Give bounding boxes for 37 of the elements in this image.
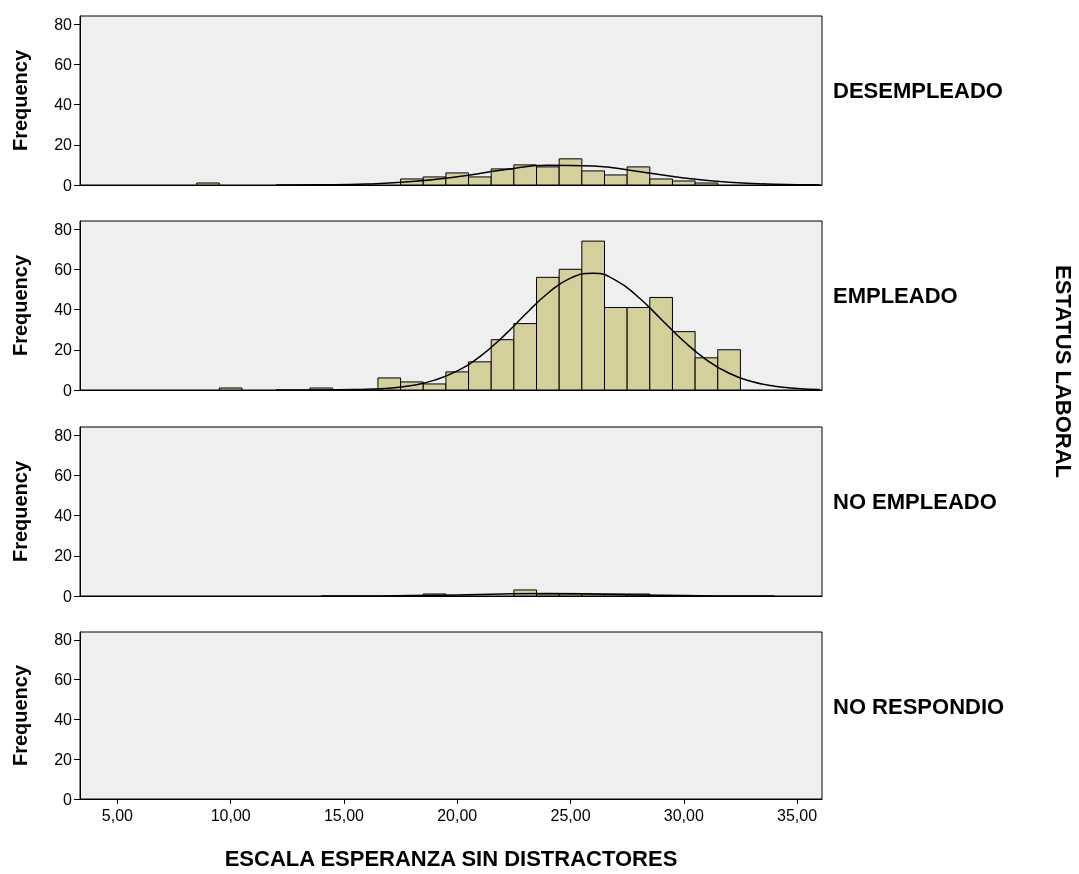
y-tick-label: 60 — [54, 466, 73, 484]
y-axis-title: Frequency — [9, 49, 31, 152]
y-tick-label: 0 — [63, 790, 73, 808]
y-tick-label: 0 — [63, 587, 73, 605]
y-tick-label: 40 — [54, 507, 73, 525]
y-axis-title: Frequency — [9, 664, 31, 767]
x-tick-label: 5,00 — [101, 806, 134, 824]
x-tick-label: 20,00 — [437, 806, 478, 824]
x-tick-label: 35,00 — [777, 806, 818, 824]
y-tick-label: 40 — [54, 301, 73, 319]
text: ESTATUS LABORAL — [1050, 265, 1076, 479]
text: NO RESPONDIO — [833, 693, 1005, 719]
y-tick-label: 20 — [54, 750, 73, 768]
x-tick-label: 15,00 — [323, 806, 365, 824]
y-tick-label: 0 — [63, 176, 73, 194]
y-tick-label: 80 — [54, 220, 73, 238]
x-tick-label: 25,00 — [550, 806, 591, 824]
y-tick-label: 80 — [54, 426, 73, 444]
x-tick-label: 30,00 — [663, 806, 704, 824]
text: NO EMPLEADO — [833, 488, 997, 514]
y-tick-label: 0 — [63, 381, 73, 399]
y-tick-label: 60 — [54, 671, 73, 689]
y-tick-label: 40 — [54, 96, 73, 114]
text: EMPLEADO — [833, 282, 958, 308]
y-tick-label: 60 — [54, 260, 73, 278]
x-tick-label: 10,00 — [210, 806, 251, 824]
text: DESEMPLEADO — [833, 77, 1003, 103]
x-axis-title: ESCALA ESPERANZA SIN DISTRACTORES — [224, 845, 678, 871]
y-tick-label: 60 — [54, 55, 73, 73]
y-tick-label: 80 — [54, 631, 73, 649]
y-tick-label: 40 — [54, 710, 73, 728]
y-tick-label: 20 — [54, 547, 73, 565]
y-axis-title: Frequency — [9, 254, 31, 357]
y-tick-label: 80 — [54, 15, 73, 33]
y-tick-label: 20 — [54, 136, 73, 154]
y-tick-label: 20 — [54, 341, 73, 359]
y-axis-title: Frequency — [9, 460, 31, 563]
